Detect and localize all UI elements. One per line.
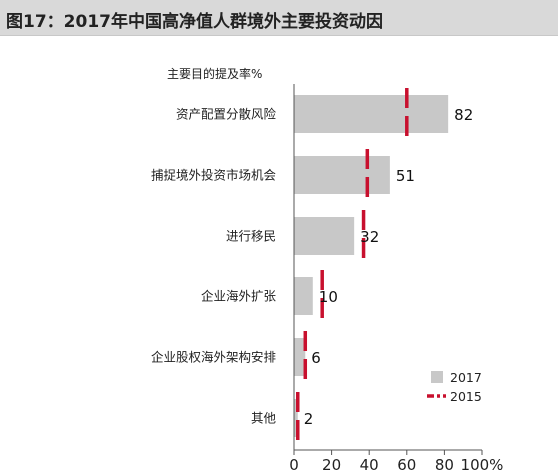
data-labels: 82 51 32 10 6 2 xyxy=(304,106,473,428)
bar-2017 xyxy=(294,338,306,376)
x-tick-label: 40 xyxy=(360,456,379,474)
x-tick-label: 20 xyxy=(322,456,341,474)
chart-title: 图17：2017年中国高净值人群境外主要投资动因 xyxy=(6,12,383,32)
data-label: 10 xyxy=(319,288,338,306)
data-label: 32 xyxy=(360,228,379,246)
category-label: 企业股权海外架构安排 xyxy=(151,350,277,365)
x-tick-label: 80 xyxy=(435,456,454,474)
category-label: 资产配置分散风险 xyxy=(176,107,277,122)
legend-swatch-2017 xyxy=(431,371,443,383)
data-label: 2 xyxy=(304,410,314,428)
chart-subtitle: 主要目的提及率% xyxy=(167,66,262,81)
x-tick-label: 0 xyxy=(289,456,299,474)
bar-2017 xyxy=(294,277,313,315)
title-bar: 图17：2017年中国高净值人群境外主要投资动因 xyxy=(0,0,558,36)
x-tick-label: 60 xyxy=(397,456,416,474)
legend-label-2017: 2017 xyxy=(450,370,482,385)
markers-layer xyxy=(296,88,409,444)
category-label: 企业海外扩张 xyxy=(201,289,277,304)
category-label: 其他 xyxy=(251,411,277,426)
bar-2017 xyxy=(294,156,390,194)
legend-label-2015: 2015 xyxy=(450,389,482,404)
bar-2017 xyxy=(294,399,298,437)
data-label: 6 xyxy=(311,349,321,367)
legend: 2017 2015 xyxy=(427,370,482,404)
bar-2017 xyxy=(294,95,449,133)
data-label: 51 xyxy=(396,167,415,185)
category-label: 进行移民 xyxy=(226,229,276,244)
bars-layer xyxy=(294,95,449,437)
x-axis: 0 20 40 60 80 100% xyxy=(289,84,503,474)
data-label: 82 xyxy=(454,106,473,124)
bar-2017 xyxy=(294,217,355,255)
x-tick-label: 100% xyxy=(461,456,504,474)
category-label: 捕捉境外投资市场机会 xyxy=(151,168,277,183)
